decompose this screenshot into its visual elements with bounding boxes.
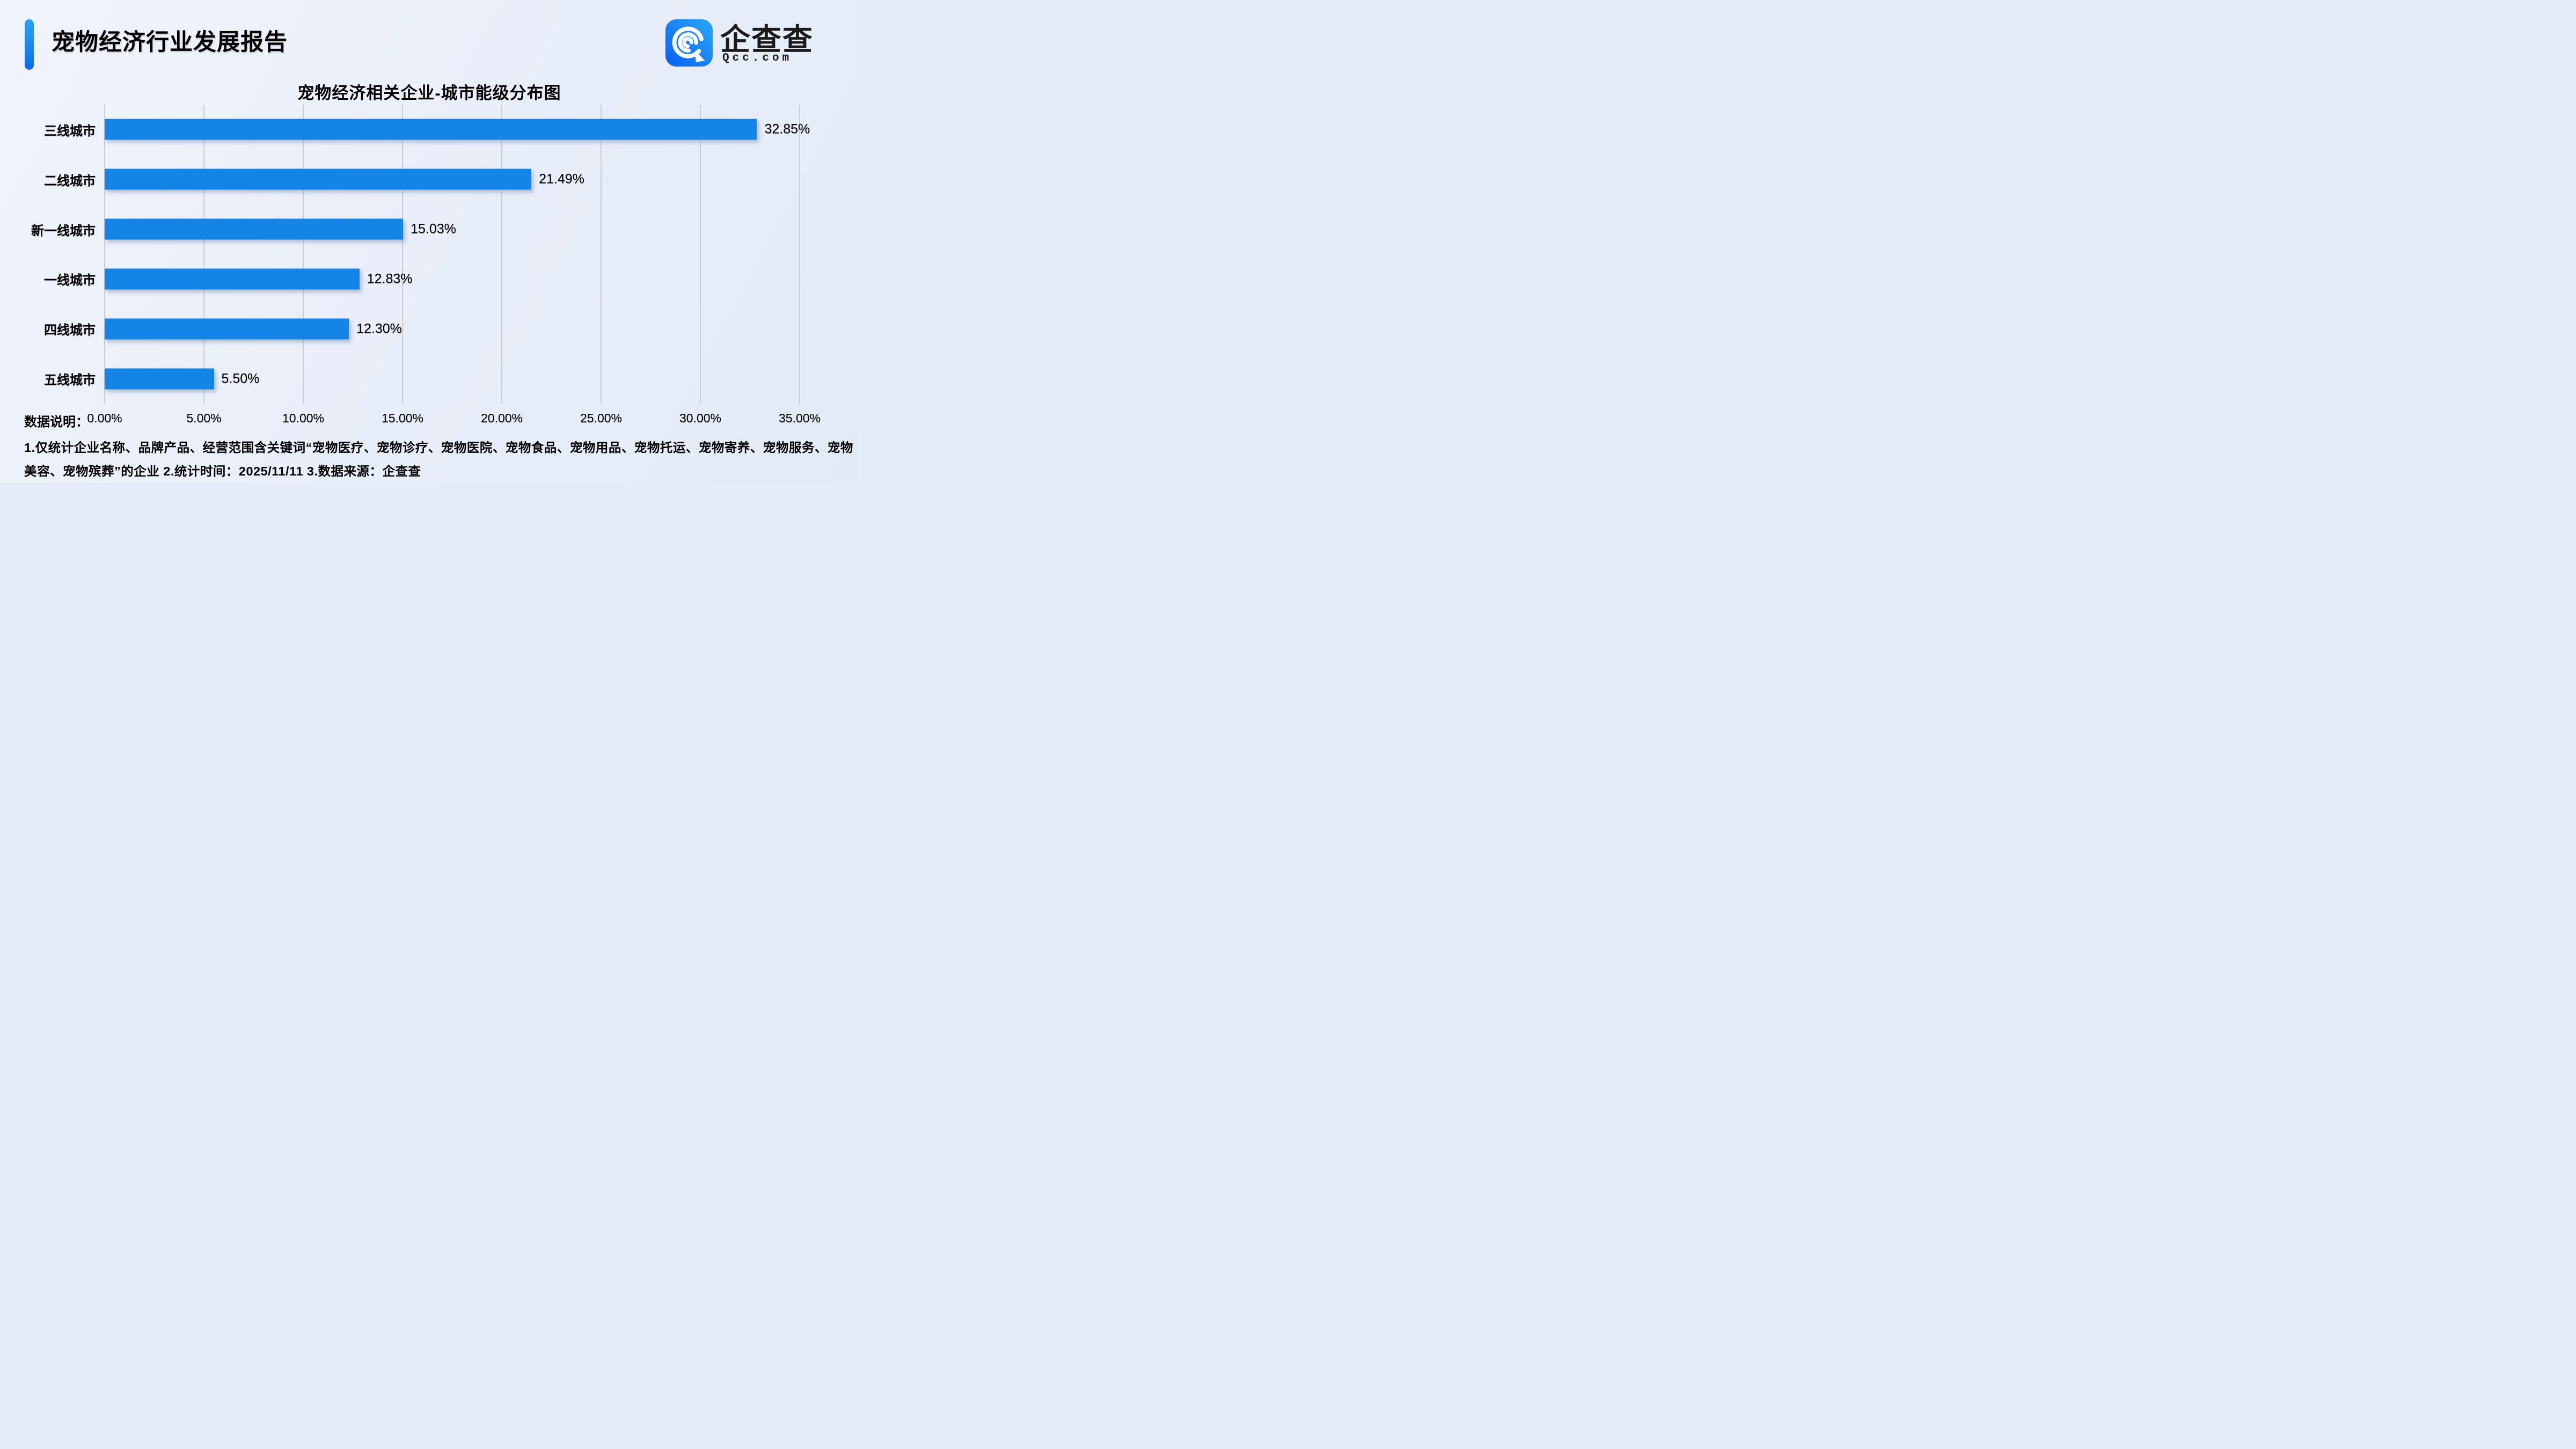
footnote-line-2: 美容、宠物殡葬”的企业 2.统计时间：2025/11/11 3.数据来源：企查查 [24,464,421,478]
gridline-10 [303,105,304,404]
x-tick-label: 15.00% [381,411,424,425]
x-tick-label: 5.00% [186,411,222,425]
x-axis-tick-labels: 0.00% 5.00% 10.00% 15.00% 20.00% 25.00% 30.00%… [87,411,821,429]
gridline-25 [601,105,602,404]
x-tick-label: 35.00% [778,411,821,425]
gridline-15 [402,105,403,404]
qcc-logo-domain: Qcc.com [722,52,793,64]
bar-row: 12.83% [105,254,800,304]
footnote: 1.仅统计企业名称、品牌产品、经营范围含关键词“宠物医疗、宠物诊疗、宠物医院、宠… [24,436,853,483]
bar [105,169,532,190]
gridline-5 [203,105,204,404]
bar-row: 5.50% [105,354,800,404]
bar [105,368,214,390]
gridline-30 [700,105,701,404]
bar [105,119,757,140]
bar-value-label: 21.49% [539,171,584,187]
bar-value-label: 15.03% [411,221,456,237]
plot-gridlines [104,105,800,404]
bar-rows: 32.85% 21.49% 15.03% 12.83% 12.30% 5.50% [105,105,810,404]
qcc-logo: 企查查 Qcc.com [665,18,837,71]
bar-value-label: 5.50% [221,371,260,386]
category-label: 四线城市 [44,323,96,338]
y-axis-category-labels: 三线城市二线城市新一线城市一线城市四线城市五线城市 [0,105,96,404]
bar-row: 15.03% [105,204,800,254]
x-tick-label: 0.00% [87,411,122,425]
x-tick-label: 30.00% [679,411,722,425]
data-note-label: 数据说明： [24,415,89,429]
gridline-20 [501,105,502,404]
bar [105,318,349,340]
gridline-0 [104,105,105,404]
bar [105,268,360,290]
bar-row: 12.30% [105,304,800,354]
category-label: 五线城市 [44,373,96,388]
x-tick-label: 20.00% [480,411,523,425]
category-label: 二线城市 [44,173,96,188]
x-tick-label: 25.00% [580,411,623,425]
category-label: 三线城市 [44,123,96,138]
qcc-logo-brand: 企查查 [720,23,814,56]
title-accent-bar [25,19,34,70]
page-title: 宠物经济行业发展报告 [52,30,288,55]
bar-value-label: 12.83% [367,271,413,287]
x-tick-label: 10.00% [282,411,325,425]
bar-row: 32.85% [105,105,810,155]
gridline-35 [799,105,800,404]
bar [105,218,404,240]
chart-title: 宠物经济相关企业-城市能级分布图 [297,84,561,103]
category-label: 一线城市 [44,273,96,288]
bar-value-label: 12.30% [356,321,402,336]
qcc-logo-icon [665,19,713,67]
bar-value-label: 32.85% [764,121,810,137]
footnote-line-1: 1.仅统计企业名称、品牌产品、经营范围含关键词“宠物医疗、宠物诊疗、宠物医院、宠… [24,441,853,455]
category-label: 新一线城市 [31,223,96,238]
bar-row: 21.49% [105,155,800,204]
report-canvas: 宠物经济行业发展报告 企查查 Qcc.com 宠物经济相关企业-城市能级分布图 … [0,0,859,483]
